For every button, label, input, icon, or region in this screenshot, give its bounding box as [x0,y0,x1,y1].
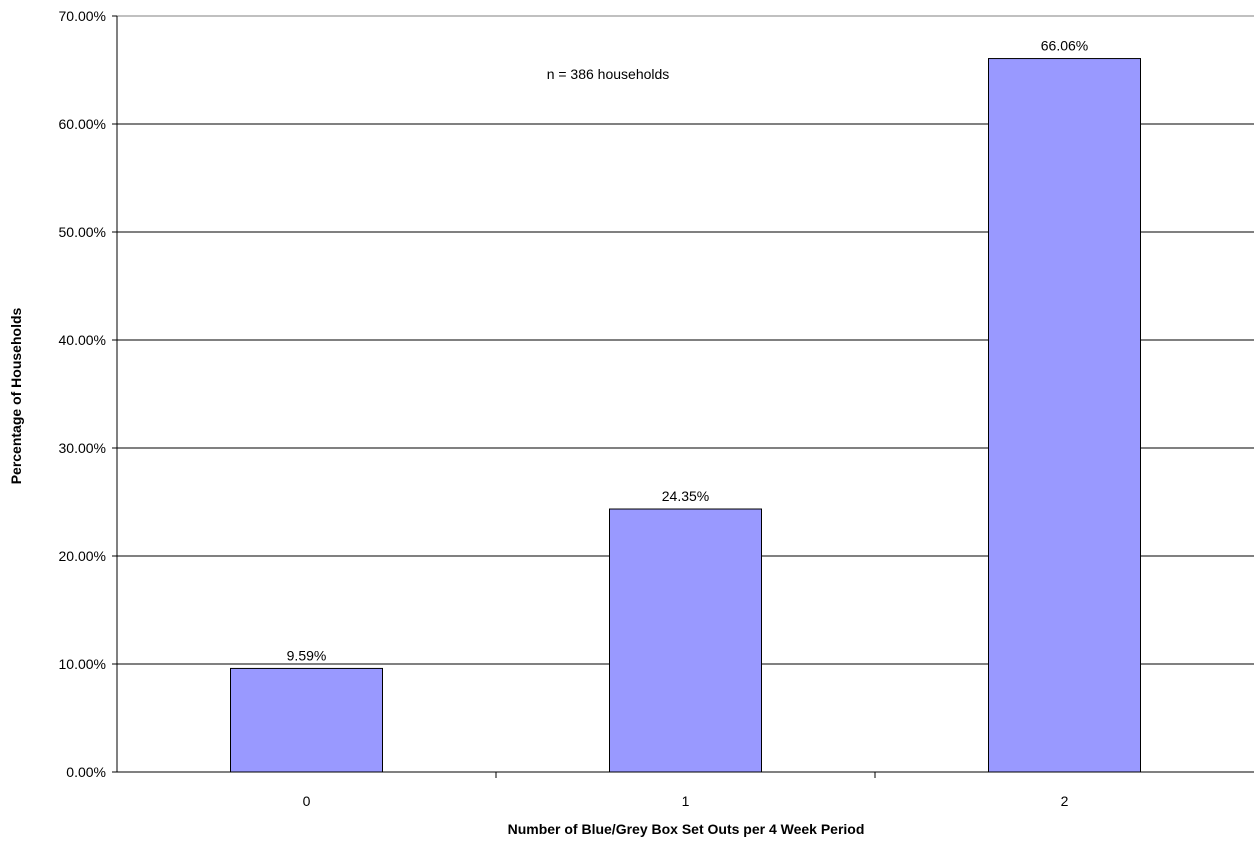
axes [112,15,1254,778]
x-axis-title: Number of Blue/Grey Box Set Outs per 4 W… [508,821,865,837]
bars [230,58,1141,773]
y-tick-label: 40.00% [59,332,106,348]
x-tick-label: 1 [682,793,690,809]
data-label: 24.35% [662,488,709,504]
x-tick-label: 2 [1061,793,1069,809]
y-tick-labels: 0.00% 10.00% 20.00% 30.00% 40.00% 50.00% 60.00… [59,8,106,780]
y-tick-label: 30.00% [59,440,106,456]
bar [230,667,383,773]
data-label: 9.59% [287,647,327,663]
y-tick-label: 0.00% [66,764,106,780]
y-tick-label: 10.00% [59,656,106,672]
data-label: 66.06% [1041,38,1088,54]
y-tick-label: 20.00% [59,548,106,564]
data-labels: 9.59% 24.35% 66.06% [287,38,1089,664]
y-tick-label: 70.00% [59,8,106,24]
y-tick-label: 50.00% [59,224,106,240]
y-axis-title: Percentage of Households [8,307,24,484]
bar [988,58,1141,773]
x-tick-label: 0 [303,793,311,809]
bar [609,508,762,773]
x-tick-labels: 0 1 2 [303,793,1069,809]
y-tick-label: 60.00% [59,116,106,132]
sample-size-annotation: n = 386 households [547,66,670,82]
